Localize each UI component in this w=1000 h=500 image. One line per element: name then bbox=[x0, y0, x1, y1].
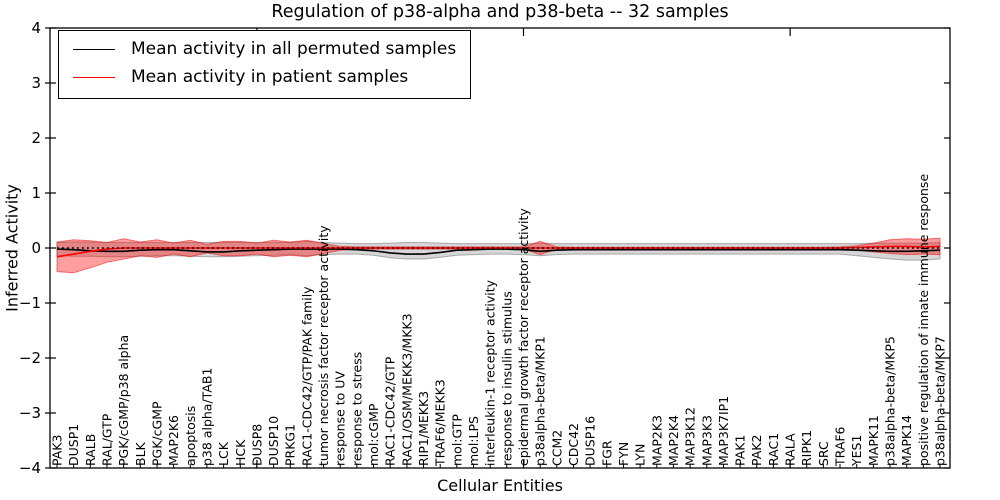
y-tick-label: 1 bbox=[31, 184, 41, 202]
x-tick-label: MAP2K3 bbox=[649, 415, 664, 466]
x-tick-label: MAP2K4 bbox=[666, 415, 681, 466]
x-tick-label: RAL/GTP bbox=[100, 413, 115, 466]
chart-title: Regulation of p38-alpha and p38-beta -- … bbox=[271, 2, 729, 22]
legend-item-patient: Mean activity in patient samples bbox=[73, 67, 456, 87]
x-tick-label: epidermal growth factor receptor activit… bbox=[516, 208, 531, 466]
x-tick-label: interleukin-1 receptor activity bbox=[483, 279, 498, 466]
x-axis-label: Cellular Entities bbox=[437, 476, 563, 495]
x-tick-label: DUSP8 bbox=[249, 424, 264, 466]
y-tick-label: 2 bbox=[31, 129, 41, 147]
x-tick-label: CDC42 bbox=[566, 423, 581, 466]
x-tick-label: CCM2 bbox=[549, 430, 564, 466]
x-tick-label: RAC1 bbox=[766, 433, 781, 466]
x-tick-label: RALA bbox=[783, 433, 798, 466]
x-tick-label: RIP1/MEKK3 bbox=[416, 391, 431, 466]
x-tick-label: p38alpha-beta/MKP1 bbox=[533, 336, 548, 466]
x-tick-label: PAK3 bbox=[50, 435, 65, 466]
x-tick-label: MAP2K6 bbox=[166, 415, 181, 466]
x-tick-label: PRKG1 bbox=[283, 424, 298, 466]
legend-item-permuted: Mean activity in all permuted samples bbox=[73, 39, 456, 59]
band-patient bbox=[56, 237, 941, 274]
y-tick-label: 3 bbox=[31, 74, 41, 92]
x-tick-label: DUSP1 bbox=[66, 424, 81, 466]
y-tick-label: −4 bbox=[19, 459, 41, 477]
x-tick-label: LCK bbox=[216, 441, 231, 466]
x-tick-label: BLK bbox=[133, 441, 148, 466]
x-tick-label: response to insulin stimulus bbox=[499, 291, 514, 466]
x-tick-label: RAC1/OSM/MEKK3/MKK3 bbox=[399, 313, 414, 466]
x-tick-label: mol:GTP bbox=[449, 414, 464, 466]
y-tick-label: −2 bbox=[19, 349, 41, 367]
y-tick-label: −1 bbox=[19, 294, 41, 312]
x-tick-label: YES1 bbox=[849, 435, 864, 467]
x-tick-label: MAPK11 bbox=[866, 415, 881, 466]
x-tick-label: HCK bbox=[233, 439, 248, 466]
x-tick-label: PAK1 bbox=[733, 435, 748, 466]
x-tick-label: PGK/cGMP/p38 alpha bbox=[116, 335, 131, 466]
x-tick-label: RAC1-CDC42/GTP/PAK family bbox=[299, 286, 314, 466]
x-tick-label: RAC1-CDC42/GTP bbox=[383, 356, 398, 466]
y-axis-label: Inferred Activity bbox=[2, 184, 22, 312]
x-tick-label: SRC bbox=[816, 441, 831, 466]
x-tick-label: response to UV bbox=[333, 371, 348, 466]
x-tick-label: mol:LPS bbox=[466, 416, 481, 466]
y-tick-label: −3 bbox=[19, 404, 41, 422]
x-tick-label: RALB bbox=[83, 434, 98, 466]
x-tick-label: DUSP16 bbox=[583, 416, 598, 466]
y-tick-label: 0 bbox=[31, 239, 41, 257]
mean-line-permuted bbox=[56, 248, 941, 255]
legend: Mean activity in all permuted samples Me… bbox=[58, 30, 472, 99]
x-tick-label: FGR bbox=[599, 440, 614, 466]
x-tick-label: FYN bbox=[616, 442, 631, 466]
x-tick-label: p38 alpha/TAB1 bbox=[199, 368, 214, 466]
legend-label-patient: Mean activity in patient samples bbox=[131, 67, 409, 88]
x-tick-label: MAP3K7IP1 bbox=[716, 396, 731, 466]
x-tick-label: p38alpha-beta/MKP5 bbox=[883, 336, 898, 466]
x-tick-label: LYN bbox=[633, 444, 648, 466]
x-tick-label: PGK/cGMP bbox=[150, 401, 165, 466]
x-tick-label: mol:cGMP bbox=[366, 403, 381, 466]
x-tick-label: apoptosis bbox=[183, 406, 198, 466]
x-tick-label: DUSP10 bbox=[266, 416, 281, 466]
x-tick-label: MAPK14 bbox=[899, 415, 914, 466]
band-permuted bbox=[56, 240, 941, 261]
x-tick-label: positive regulation of innate immune res… bbox=[916, 174, 931, 466]
legend-label-permuted: Mean activity in all permuted samples bbox=[131, 39, 457, 59]
x-tick-label: PAK2 bbox=[749, 435, 764, 466]
x-tick-label: p38alpha-beta/MKP7 bbox=[933, 336, 948, 466]
x-tick-label: MAP3K3 bbox=[699, 415, 714, 466]
x-tick-label: MAP3K12 bbox=[683, 407, 698, 466]
y-tick-label: 4 bbox=[31, 19, 41, 37]
x-tick-label: RIPK1 bbox=[799, 430, 814, 466]
legend-line-patient-icon bbox=[73, 77, 115, 79]
x-tick-label: TRAF6/MEKK3 bbox=[433, 379, 448, 467]
legend-line-permuted-icon bbox=[73, 48, 115, 50]
x-tick-label: TRAF6 bbox=[833, 426, 848, 467]
x-tick-label: tumor necrosis factor receptor activity bbox=[316, 225, 331, 466]
x-tick-label: response to stress bbox=[349, 352, 364, 466]
